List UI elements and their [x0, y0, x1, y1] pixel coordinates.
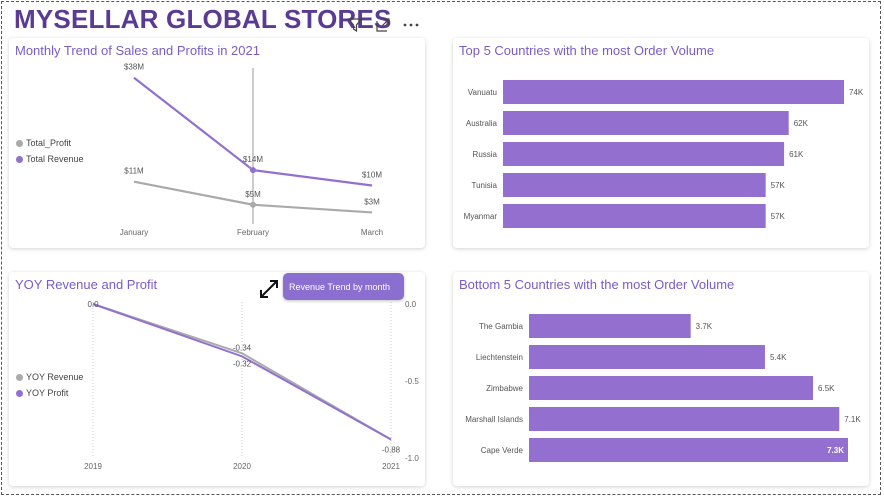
bar: [529, 345, 765, 369]
value-label: 57K: [771, 181, 786, 190]
data-label: $38M: [124, 63, 144, 72]
bar: [529, 376, 814, 400]
legend-item-total-revenue[interactable]: Total Revenue: [16, 154, 84, 164]
bottom5-title: Bottom 5 Countries with the most Order V…: [459, 277, 735, 292]
category-label: Vanuatu: [468, 88, 497, 97]
bar: [503, 111, 789, 135]
bar: [503, 142, 785, 166]
visual-header: [346, 16, 420, 34]
value-label: 6.5K: [818, 384, 835, 393]
bottom5-card[interactable]: Bottom 5 Countries with the most Order V…: [453, 272, 869, 486]
data-point: [250, 167, 256, 174]
bar: [503, 204, 766, 228]
bar: [503, 173, 766, 197]
value-label: 62K: [794, 119, 809, 128]
bar: [529, 407, 840, 431]
top5-chart[interactable]: Vanuatu 74K Australia 62K Russia 61K Tunisia 57…: [453, 38, 869, 248]
bottom5-chart[interactable]: The Gambia 3.7K Liechtenstein 5.4K Zimbabwe 6…: [453, 272, 869, 486]
legend-label: Total Revenue: [26, 154, 84, 164]
category-label: Australia: [466, 119, 498, 128]
monthly-trend-legend: Total_Profit Total Revenue: [16, 138, 84, 170]
data-label: -0.34: [233, 343, 252, 352]
yoy-title: YOY Revenue and Profit: [15, 277, 158, 292]
value-label: 61K: [789, 150, 804, 159]
series-line-1: [92, 303, 392, 441]
data-label: $5M: [245, 190, 261, 199]
yoy-legend: YOY Revenue YOY Profit: [16, 372, 83, 404]
filter-icon[interactable]: [346, 16, 364, 34]
top5-card[interactable]: Top 5 Countries with the most Order Volu…: [453, 38, 869, 248]
value-label: 74K: [849, 88, 864, 97]
top5-title: Top 5 Countries with the most Order Volu…: [459, 43, 715, 58]
bar: [529, 314, 691, 338]
monthly-trend-title: Monthly Trend of Sales and Profits in 20…: [15, 43, 260, 58]
data-label: $11M: [124, 167, 144, 176]
legend-swatch: [16, 139, 23, 147]
y-tick-label: -1.0: [405, 454, 419, 463]
category-label: Russia: [473, 150, 498, 159]
value-label: 7.1K: [844, 415, 861, 424]
category-label: Zimbabwe: [486, 384, 523, 393]
category-label: The Gambia: [479, 322, 524, 331]
data-point: [250, 201, 256, 208]
x-tick-label: February: [237, 228, 269, 237]
value-label: 7.3K: [827, 446, 844, 455]
yoy-chart[interactable]: 0.0 -0.5 -1.0 0.0 -0.34 -0.32 -0.88 2019 2020 202…: [9, 272, 425, 486]
x-tick-label: 2021: [382, 462, 400, 471]
legend-label: YOY Profit: [26, 388, 69, 398]
monthly-trend-card[interactable]: Monthly Trend of Sales and Profits in 20…: [9, 38, 425, 248]
monthly-trend-chart[interactable]: $11M $5M $3M $38M $14M $10M January February Mar…: [9, 38, 425, 248]
value-label: 3.7K: [696, 322, 713, 331]
category-label: Myanmar: [464, 212, 498, 221]
expand-arrows-icon[interactable]: [258, 278, 280, 300]
legend-swatch: [16, 155, 23, 163]
data-label: $14M: [243, 155, 263, 164]
tooltip: Revenue Trend by month: [283, 273, 404, 300]
value-label: 5.4K: [770, 353, 787, 362]
legend-swatch: [16, 373, 23, 381]
y-tick-label: -0.5: [405, 377, 419, 386]
bar: [503, 80, 844, 104]
y-tick-label: 0.0: [405, 300, 417, 309]
category-label: Liechtenstein: [476, 353, 523, 362]
legend-item-total-profit[interactable]: Total_Profit: [16, 138, 84, 148]
bar: [529, 438, 848, 462]
category-label: Tunisia: [472, 181, 498, 190]
more-options-icon[interactable]: [402, 16, 420, 34]
legend-swatch: [16, 389, 23, 397]
category-label: Cape Verde: [481, 446, 524, 455]
data-label: $3M: [364, 197, 380, 206]
data-label: -0.88: [382, 446, 401, 455]
legend-label: Total_Profit: [26, 138, 72, 148]
x-tick-label: March: [361, 228, 383, 237]
legend-label: YOY Revenue: [26, 372, 84, 382]
category-label: Marshall Islands: [465, 415, 523, 424]
x-tick-label: 2019: [84, 462, 102, 471]
data-label: -0.32: [233, 359, 252, 368]
dashboard-title: MYSELLAR GLOBAL STORES: [14, 4, 392, 34]
legend-item-yoy-revenue[interactable]: YOY Revenue: [16, 372, 83, 382]
data-label: $10M: [362, 171, 382, 180]
yoy-card[interactable]: YOY Revenue and Profit YOY Revenue YOY P…: [9, 272, 425, 486]
x-tick-label: 2020: [233, 462, 251, 471]
x-tick-label: January: [120, 228, 148, 237]
value-label: 57K: [771, 212, 786, 221]
data-label: 0.0: [87, 300, 99, 309]
focus-mode-icon[interactable]: [374, 16, 392, 34]
legend-item-yoy-profit[interactable]: YOY Profit: [16, 388, 83, 398]
